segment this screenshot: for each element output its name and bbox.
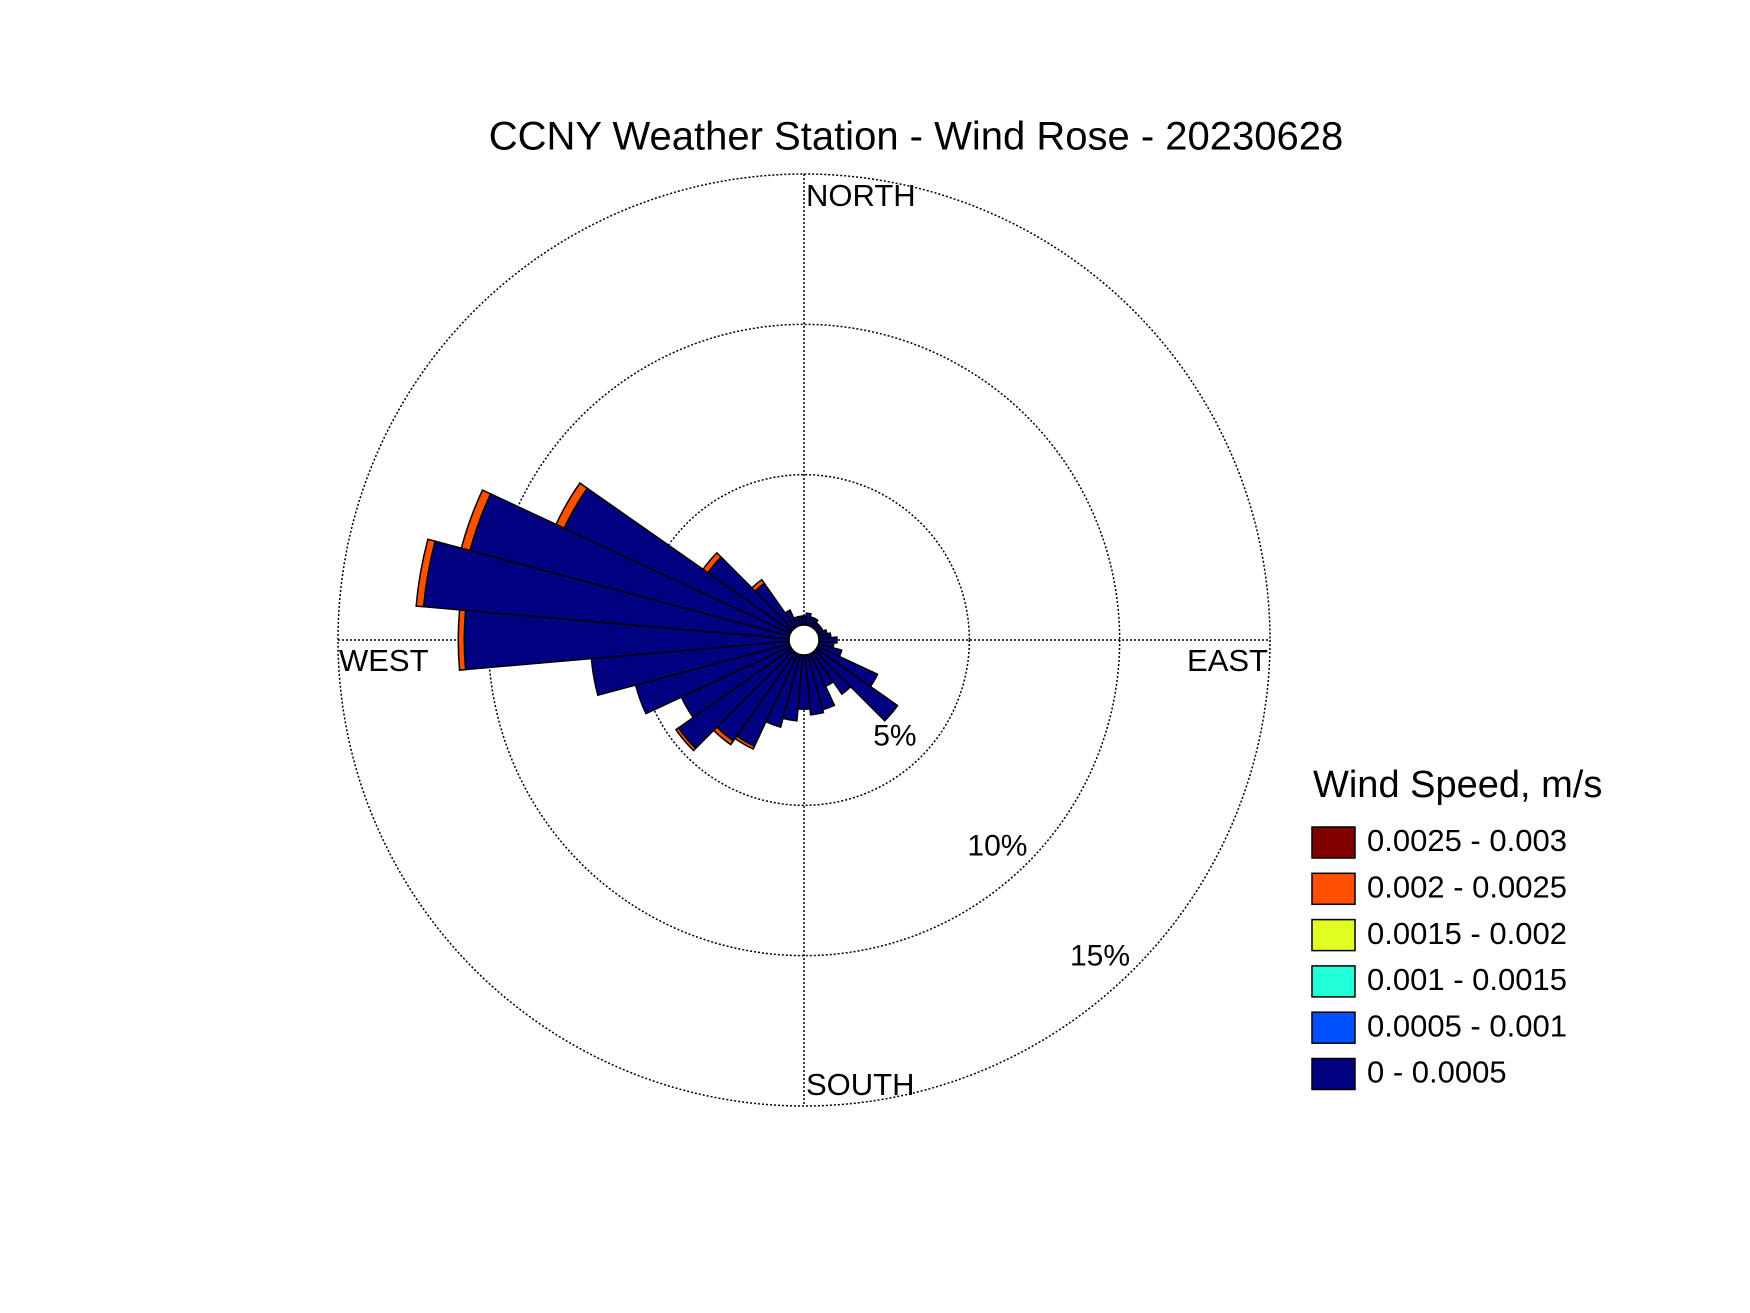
r-tick-label: 10% xyxy=(967,829,1027,862)
wind-bar xyxy=(460,489,492,552)
direction-label: WEST xyxy=(339,643,429,678)
legend-label: 0.002 - 0.0025 xyxy=(1367,869,1567,904)
r-tick-label: 5% xyxy=(873,719,916,752)
wind-bar xyxy=(555,482,589,530)
direction-label: NORTH xyxy=(806,178,916,213)
legend: 0 - 0.0005 0.0005 - 0.001 0.001 - 0.0015 0.… xyxy=(1311,823,1567,1091)
r-tick-label: 15% xyxy=(1070,939,1130,972)
legend-label: 0 - 0.0005 xyxy=(1367,1055,1507,1090)
legend-title: Wind Speed, m/s xyxy=(1313,764,1602,806)
legend-swatch xyxy=(1311,965,1356,998)
legend-swatch xyxy=(1311,826,1356,859)
legend-swatch xyxy=(1311,1011,1356,1044)
wind-bar xyxy=(750,578,766,593)
legend-label: 0.0015 - 0.002 xyxy=(1367,916,1567,951)
chart-title: CCNY Weather Station - Wind Rose - 20230… xyxy=(489,115,1344,159)
grid-ring xyxy=(337,173,1271,1107)
direction-label: EAST xyxy=(1187,643,1268,678)
legend-swatch xyxy=(1311,872,1356,906)
bars xyxy=(415,482,899,752)
labels: NORTH EAST SOUTH WEST 5% 10% 15% xyxy=(339,178,1268,1102)
direction-label: SOUTH xyxy=(806,1067,915,1102)
center-hole xyxy=(788,624,820,656)
wind-bar xyxy=(457,609,467,671)
wind-bar xyxy=(415,538,437,608)
wind-bar xyxy=(702,551,723,574)
legend-label: 0.0025 - 0.003 xyxy=(1367,823,1567,858)
legend-swatch xyxy=(1311,1057,1356,1091)
legend-label: 0.0005 - 0.001 xyxy=(1367,1008,1567,1043)
grid-ring xyxy=(487,323,1121,957)
grid-ring xyxy=(637,473,971,807)
legend-swatch xyxy=(1311,918,1356,952)
wind-bar xyxy=(674,726,697,752)
legend-label: 0.001 - 0.0015 xyxy=(1367,962,1567,997)
